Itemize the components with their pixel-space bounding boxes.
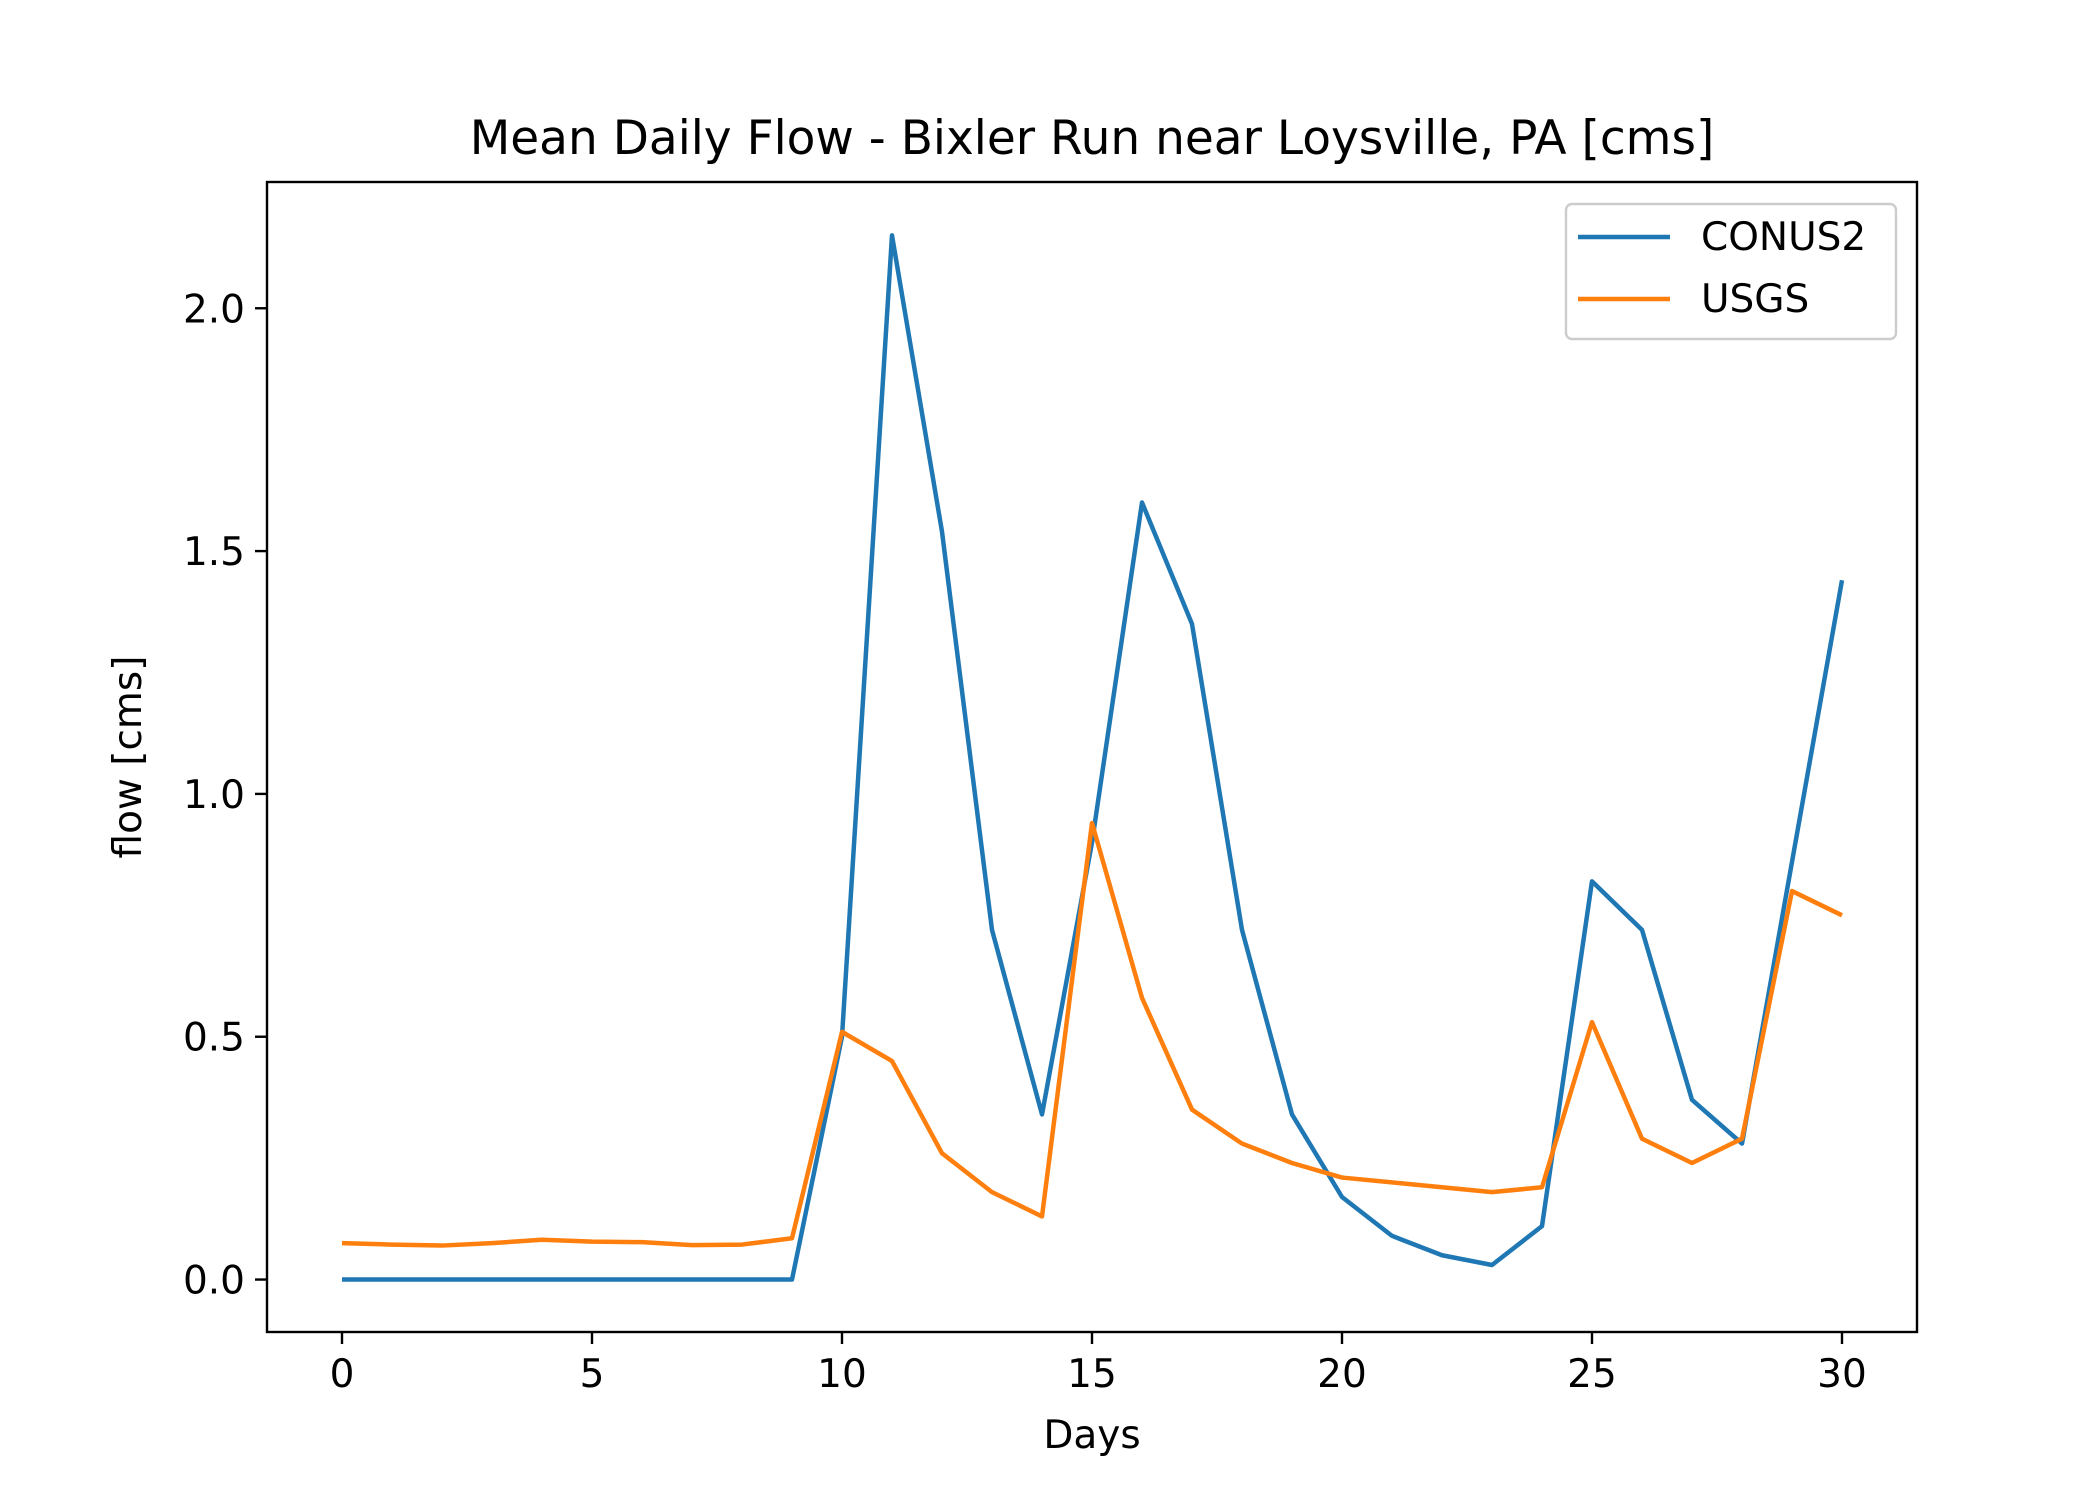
y-tick-label: 0.5 (183, 1016, 245, 1061)
x-axis: 0 5 10 15 20 25 30 (330, 1332, 1867, 1397)
x-tick-label: 5 (580, 1352, 605, 1397)
x-tick-label: 0 (330, 1352, 355, 1397)
legend-label-usgs: USGS (1701, 277, 1809, 322)
x-tick-label: 30 (1817, 1352, 1867, 1397)
x-tick-label: 20 (1317, 1352, 1367, 1397)
x-tick-label: 15 (1067, 1352, 1117, 1397)
series-layer (341, 233, 1845, 1282)
y-tick-label: 1.5 (183, 530, 245, 575)
y-tick-label: 2.0 (183, 287, 245, 332)
chart-title: Mean Daily Flow - Bixler Run near Loysvi… (470, 111, 1715, 166)
legend: CONUS2 USGS (1564, 202, 1898, 341)
series-conus2 (342, 233, 1845, 1282)
x-axis-label: Days (1043, 1413, 1140, 1458)
x-tick-label: 10 (817, 1352, 867, 1397)
y-axis-label: flow [cms] (106, 656, 151, 859)
series-line-conus2 (342, 233, 1845, 1282)
y-tick-label: 1.0 (183, 773, 245, 818)
y-tick-label: 0.0 (183, 1259, 245, 1304)
x-tick-label: 25 (1567, 1352, 1617, 1397)
y-axis: 0.0 0.5 1.0 1.5 2.0 (183, 287, 267, 1304)
legend-label-conus2: CONUS2 (1701, 215, 1866, 260)
series-line-usgs (341, 820, 1843, 1248)
series-usgs (341, 820, 1843, 1248)
